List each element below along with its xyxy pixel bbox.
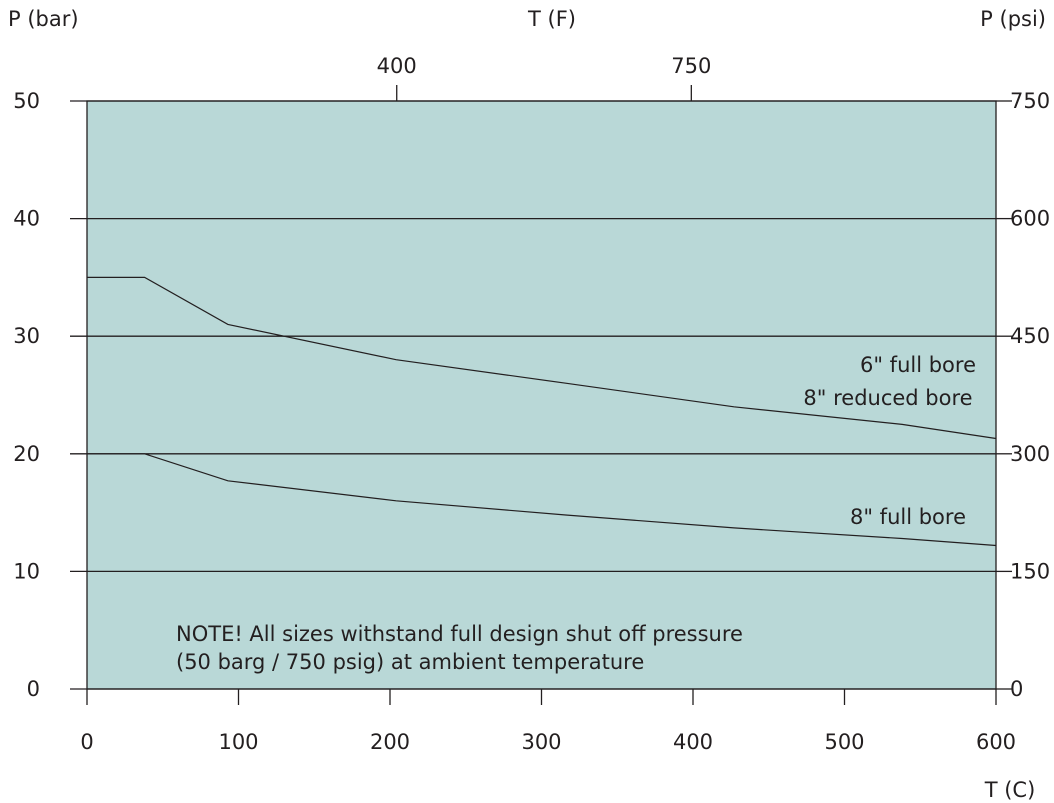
left-tick-label-40: 40 bbox=[13, 207, 40, 231]
series-2-label: 8" full bore bbox=[850, 505, 966, 529]
left-tick-label-20: 20 bbox=[13, 442, 40, 466]
right-axis-label: P (psi) bbox=[980, 7, 1046, 31]
series-1-label-line-2: 8" reduced bore bbox=[803, 386, 972, 410]
bottom-tick-label-300: 300 bbox=[521, 730, 561, 754]
right-tick-label-750: 750 bbox=[1010, 89, 1050, 113]
note-line-2: (50 barg / 750 psig) at ambient temperat… bbox=[176, 650, 644, 674]
left-tick-label-0: 0 bbox=[27, 677, 40, 701]
bottom-tick-label-400: 400 bbox=[673, 730, 713, 754]
left-tick-label-50: 50 bbox=[13, 89, 40, 113]
series-lines bbox=[87, 276, 997, 547]
plot-area bbox=[87, 101, 996, 689]
left-tick-label-30: 30 bbox=[13, 324, 40, 348]
series-line-1 bbox=[87, 276, 997, 440]
tick-marks bbox=[70, 85, 1012, 705]
top-axis-label: T (F) bbox=[527, 7, 576, 31]
bottom-axis-label: T (C) bbox=[984, 778, 1036, 802]
right-tick-label-450: 450 bbox=[1010, 324, 1050, 348]
bottom-tick-label-200: 200 bbox=[370, 730, 410, 754]
series-1-label-line-1: 6" full bore bbox=[860, 353, 976, 377]
right-tick-label-0: 0 bbox=[1010, 677, 1023, 701]
bottom-tick-label-100: 100 bbox=[218, 730, 258, 754]
right-tick-label-300: 300 bbox=[1010, 442, 1050, 466]
right-tick-label-600: 600 bbox=[1010, 207, 1050, 231]
left-tick-label-10: 10 bbox=[13, 559, 40, 583]
left-axis-label: P (bar) bbox=[8, 7, 79, 31]
note-line-1: NOTE! All sizes withstand full design sh… bbox=[176, 622, 743, 646]
series-line-2 bbox=[87, 453, 997, 547]
top-tick-label-750: 750 bbox=[671, 54, 711, 78]
bottom-tick-label-0: 0 bbox=[80, 730, 93, 754]
right-tick-label-150: 150 bbox=[1010, 559, 1050, 583]
bottom-tick-label-600: 600 bbox=[976, 730, 1016, 754]
top-tick-label-400: 400 bbox=[377, 54, 417, 78]
bottom-tick-label-500: 500 bbox=[824, 730, 864, 754]
